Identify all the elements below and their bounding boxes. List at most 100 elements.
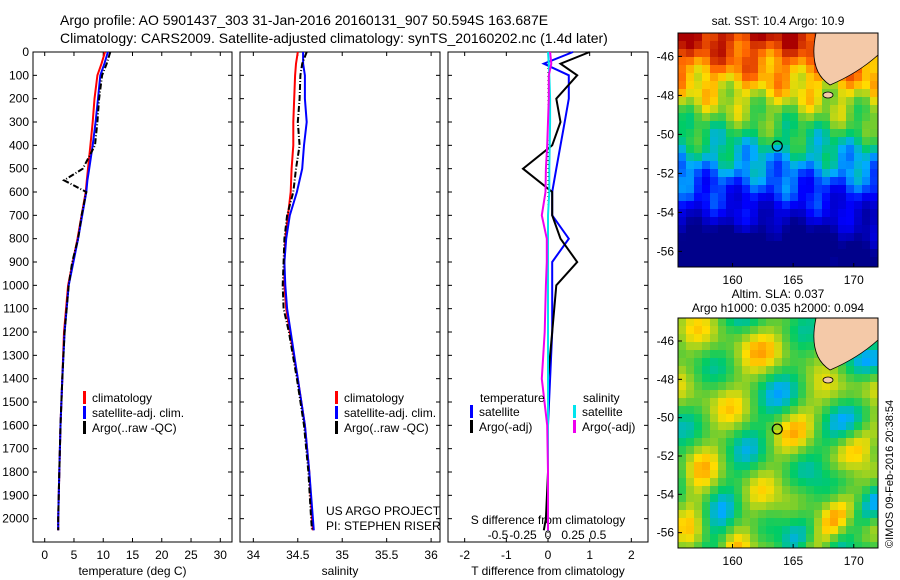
map-cell: [862, 398, 870, 406]
map-cell: [838, 430, 846, 438]
map-cell: [790, 414, 798, 422]
map-cell: [862, 73, 870, 81]
map-cell: [846, 137, 854, 145]
map-cell: [678, 209, 686, 217]
map-cell: [782, 382, 790, 390]
map-cell: [790, 390, 798, 398]
map-cell: [870, 470, 878, 478]
map-cell: [742, 105, 750, 113]
map-cell: [782, 257, 790, 265]
map-cell: [766, 185, 774, 193]
map-cell: [742, 97, 750, 105]
map-cell: [798, 233, 806, 241]
map-cell: [726, 494, 734, 502]
map-cell: [710, 318, 718, 326]
map-cell: [758, 225, 766, 233]
map-cell: [870, 478, 878, 486]
map-cell: [742, 257, 750, 265]
map-cell: [766, 486, 774, 494]
legend-swatch: [83, 421, 86, 434]
map-cell: [830, 454, 838, 462]
map-cell: [702, 454, 710, 462]
map-cell: [790, 542, 798, 548]
map-cell: [774, 494, 782, 502]
map-cell: [870, 265, 878, 267]
map-cell: [694, 398, 702, 406]
map-cell: [782, 57, 790, 65]
map-frame: [677, 317, 879, 549]
map-cell: [790, 406, 798, 414]
map-cell: [734, 462, 742, 470]
map-cell: [686, 366, 694, 374]
map-cell: [734, 470, 742, 478]
map-cell: [758, 334, 766, 342]
map-cell: [814, 145, 822, 153]
map-cell: [702, 97, 710, 105]
map-cell: [678, 518, 686, 526]
map-cell: [822, 97, 830, 105]
map-cell: [790, 326, 798, 334]
map-cell: [846, 257, 854, 265]
map-cell: [678, 494, 686, 502]
map-cell: [806, 534, 814, 542]
map-cell: [750, 326, 758, 334]
map-cell: [726, 390, 734, 398]
map-cell: [838, 177, 846, 185]
map-cell: [678, 534, 686, 542]
map-cell: [702, 217, 710, 225]
x-tick-label: -2: [459, 548, 470, 562]
map-cell: [870, 257, 878, 265]
map-cell: [710, 97, 718, 105]
map-cell: [838, 113, 846, 121]
map-cell: [774, 518, 782, 526]
map-cell: [854, 430, 862, 438]
legend-swatch: [83, 391, 86, 404]
map-cell: [758, 430, 766, 438]
map-cell: [726, 169, 734, 177]
map-cell: [806, 374, 814, 382]
map-cell: [854, 177, 862, 185]
map-cell: [854, 225, 862, 233]
map-cell: [742, 502, 750, 510]
map-cell: [702, 121, 710, 129]
map-cell: [710, 462, 718, 470]
map-cell: [734, 542, 742, 548]
map-cell: [750, 470, 758, 478]
map-cell: [694, 217, 702, 225]
map-cell: [758, 374, 766, 382]
map-cell: [750, 169, 758, 177]
map-cell: [814, 241, 822, 249]
map-cell: [806, 454, 814, 462]
map-cell: [758, 185, 766, 193]
map-cell: [726, 486, 734, 494]
map-cell: [702, 526, 710, 534]
map-cell: [774, 129, 782, 137]
map-cell: [686, 153, 694, 161]
map-cell: [702, 542, 710, 548]
map-cell: [710, 105, 718, 113]
map-cell: [814, 105, 822, 113]
map-cell: [694, 177, 702, 185]
map-cell: [678, 177, 686, 185]
map-cell: [750, 137, 758, 145]
map-cell: [734, 57, 742, 65]
map-cell: [814, 129, 822, 137]
map-cell: [702, 185, 710, 193]
map-cell: [718, 366, 726, 374]
map-cell: [766, 414, 774, 422]
legend-swatch: [573, 405, 576, 418]
map-cell: [822, 438, 830, 446]
map-cell: [686, 406, 694, 414]
map-cell: [678, 334, 686, 342]
map-cell: [694, 358, 702, 366]
map-cell: [750, 358, 758, 366]
map-cell: [790, 446, 798, 454]
s-diff-tick-label: 0.5: [590, 528, 607, 542]
map-cell: [718, 398, 726, 406]
map-cell: [870, 446, 878, 454]
map-cell: [678, 49, 686, 57]
map-cell: [702, 430, 710, 438]
map-cell: [822, 225, 830, 233]
map-cell: [742, 177, 750, 185]
